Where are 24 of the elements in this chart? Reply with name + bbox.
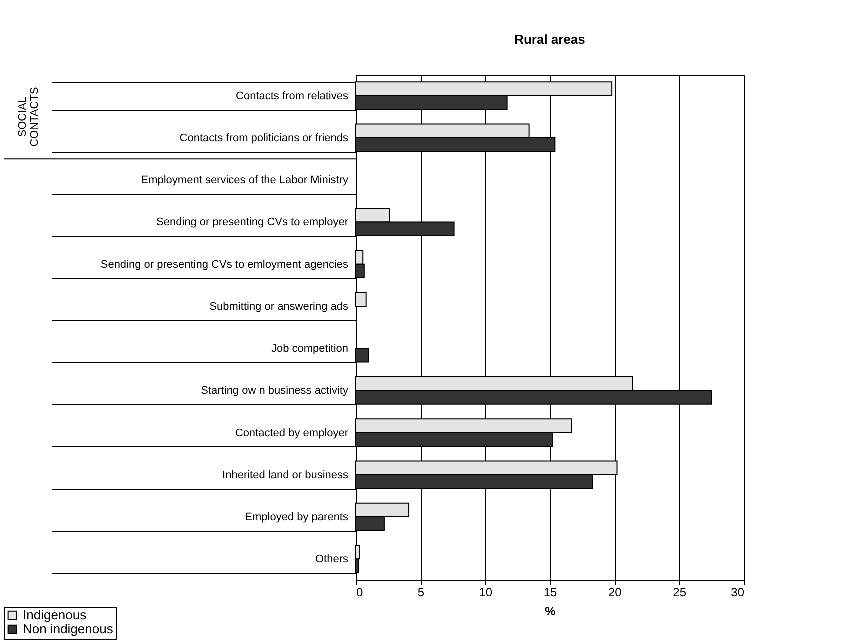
- x-tick-label: 10: [479, 586, 493, 600]
- chart-title: Rural areas: [514, 32, 586, 47]
- legend-label: Indigenous: [23, 608, 88, 622]
- y-tick-label: Contacted by employer: [235, 427, 349, 440]
- x-tick-label: 25: [673, 586, 687, 600]
- x-tick-label: 15: [544, 586, 558, 600]
- x-tick-label: 5: [418, 586, 425, 600]
- y-tick-label: Contacts from politicians or friends: [180, 132, 349, 144]
- y-tick-label: Job competition: [271, 343, 348, 356]
- x-tick-label: 0: [356, 586, 364, 600]
- y-tick-label: Starting ow n business activity: [201, 385, 349, 398]
- text: SOCIAL CONTACTS: [17, 87, 41, 147]
- y-tick-label: Employment services of the Labor Ministry: [141, 174, 349, 187]
- y-tick-label: Others: [315, 554, 349, 566]
- y-tick-label: Contacts from relatives: [236, 90, 349, 102]
- legend-label: Non indigenous: [23, 622, 114, 636]
- x-tick-label: 20: [608, 586, 622, 600]
- x-axis-title: %: [545, 604, 556, 618]
- y-tick-label: Employed by parents: [245, 512, 349, 524]
- y-tick-label: Inherited land or business: [222, 469, 349, 482]
- x-tick-label: 30: [731, 586, 745, 600]
- y-tick-label: Sending or presenting CVs to emloyment agencies: [100, 258, 349, 271]
- y-tick-label: Sending or presenting CVs to employer: [156, 216, 349, 229]
- y-tick-label: Submitting or answering ads: [210, 300, 349, 313]
